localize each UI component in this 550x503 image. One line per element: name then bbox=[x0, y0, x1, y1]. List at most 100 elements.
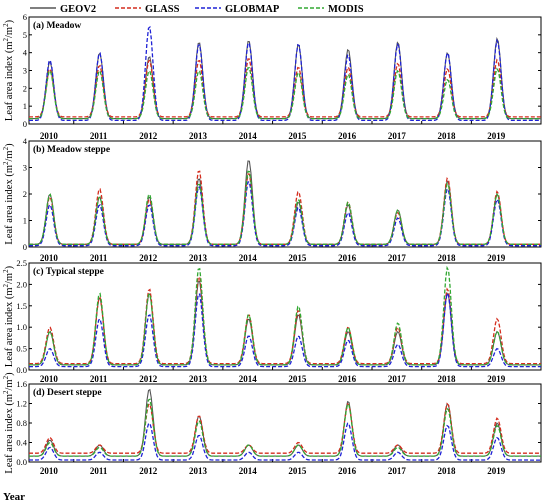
y-axis-label-part: Leaf area index (m bbox=[4, 288, 15, 368]
series-line-modis bbox=[29, 398, 541, 457]
y-tick-label: 2 bbox=[23, 83, 27, 93]
y-tick-label: 1.5 bbox=[16, 301, 27, 311]
panel-4: 0.0 0.4 0.8 1.2 1.6 2010 2011 2012 2013 2014 2015 2… bbox=[16, 379, 542, 476]
x-tick-label: 2013 bbox=[189, 374, 208, 384]
x-tick-label: 2017 bbox=[388, 374, 407, 384]
x-tick-label: 2010 bbox=[40, 466, 59, 476]
y-axis-label-part: /m bbox=[4, 273, 15, 284]
series-line-glass bbox=[29, 402, 541, 454]
y-tick-label: 1.6 bbox=[16, 379, 27, 389]
y-tick-label: 3 bbox=[23, 163, 27, 173]
legend-entry-glass: GLASS bbox=[115, 4, 180, 15]
x-tick-label: 2012 bbox=[139, 466, 158, 476]
x-tick-label: 2012 bbox=[139, 374, 158, 384]
x-tick-label: 2015 bbox=[288, 131, 307, 141]
x-tick-label: 2013 bbox=[189, 466, 208, 476]
y-tick-label: 1.0 bbox=[16, 322, 27, 332]
y-axis-label: Leaf area index (m2/m2) bbox=[2, 19, 15, 121]
y-axis-label-superscript: 2 bbox=[2, 375, 10, 379]
x-tick-label: 2018 bbox=[438, 374, 457, 384]
x-axis-label: Year bbox=[3, 491, 25, 503]
y-tick-label: 0 bbox=[23, 119, 27, 129]
y-tick-label: 2.0 bbox=[16, 279, 27, 289]
panel-title: (d) Desert steppe bbox=[33, 387, 102, 398]
y-axis-label-part: ) bbox=[4, 372, 15, 376]
y-axis-label-superscript: 2 bbox=[2, 390, 10, 394]
series-line-globmap bbox=[29, 291, 541, 368]
legend-entry-geov2: GEOV2 bbox=[30, 4, 96, 15]
x-tick-label: 2018 bbox=[438, 131, 457, 141]
x-tick-label: 2016 bbox=[338, 374, 357, 384]
x-tick-label: 2019 bbox=[487, 466, 506, 476]
x-tick-label: 2010 bbox=[40, 131, 59, 141]
x-tick-label: 2017 bbox=[388, 253, 407, 263]
y-tick-label: 5 bbox=[23, 30, 27, 40]
y-axis-label-part: /m bbox=[4, 27, 15, 38]
x-tick-label: 2011 bbox=[90, 253, 108, 263]
panel-1: 0 1 2 3 4 5 6 2010 2011 2012 2013 2014 2015 2016 2017 2… bbox=[23, 12, 542, 141]
y-tick-label: 0 bbox=[23, 242, 27, 252]
x-tick-label: 2019 bbox=[487, 131, 506, 141]
legend-entry-modis: MODIS bbox=[298, 4, 364, 15]
legend-entry-globmap: GLOBMAP bbox=[195, 4, 280, 15]
x-tick-label: 2017 bbox=[388, 131, 407, 141]
y-axis-label-part: /m bbox=[4, 379, 15, 390]
legend-label: MODIS bbox=[328, 4, 364, 15]
y-axis-label-part: ) bbox=[4, 143, 15, 147]
panel-3: 0.0 0.5 1.0 1.5 2.0 2.5 2010 2011 2012 2013 2014 20… bbox=[16, 258, 542, 384]
x-tick-label: 2011 bbox=[90, 374, 108, 384]
y-tick-label: 0.0 bbox=[16, 365, 27, 375]
panel-title: (c) Typical steppe bbox=[33, 266, 104, 277]
legend-label: GEOV2 bbox=[60, 4, 96, 15]
x-tick-label: 2014 bbox=[239, 131, 258, 141]
x-tick-label: 2014 bbox=[239, 374, 258, 384]
y-tick-label: 1 bbox=[23, 216, 27, 226]
y-axis-label-part: /m bbox=[4, 150, 15, 161]
x-tick-label: 2018 bbox=[438, 466, 457, 476]
y-axis-label-part: ) bbox=[4, 265, 15, 269]
series-line-globmap bbox=[29, 422, 541, 461]
legend-label: GLOBMAP bbox=[225, 4, 280, 15]
legend: GEOV2 GLASS GLOBMAP MODIS bbox=[30, 4, 364, 15]
y-tick-label: 4 bbox=[23, 136, 28, 146]
x-tick-label: 2018 bbox=[438, 253, 457, 263]
x-tick-label: 2012 bbox=[139, 253, 158, 263]
series-line-modis bbox=[29, 170, 541, 245]
y-tick-label: 2 bbox=[23, 189, 27, 199]
y-axis-label: Leaf area index (m2/m2) bbox=[2, 372, 15, 474]
y-tick-label: 0.8 bbox=[16, 418, 27, 428]
y-axis-label-part: Leaf area index (m bbox=[4, 165, 15, 245]
series-line-glass bbox=[29, 58, 541, 118]
y-tick-label: 4 bbox=[23, 48, 28, 58]
series-line-modis bbox=[29, 67, 541, 120]
panel-title: (b) Meadow steppe bbox=[33, 144, 110, 155]
y-tick-label: 2.5 bbox=[16, 258, 27, 268]
y-tick-label: 6 bbox=[23, 12, 27, 22]
x-tick-label: 2014 bbox=[239, 253, 258, 263]
x-tick-label: 2011 bbox=[90, 466, 108, 476]
x-tick-label: 2016 bbox=[338, 253, 357, 263]
x-tick-label: 2013 bbox=[189, 131, 208, 141]
x-tick-label: 2015 bbox=[288, 466, 307, 476]
plot-frame bbox=[28, 262, 542, 371]
y-tick-label: 1 bbox=[23, 101, 27, 111]
series-line-geov2 bbox=[29, 388, 541, 457]
y-axis-label-part: Leaf area index (m bbox=[4, 394, 15, 474]
y-axis-label-superscript: 2 bbox=[2, 23, 10, 27]
x-tick-label: 2013 bbox=[189, 253, 208, 263]
x-tick-label: 2010 bbox=[40, 374, 59, 384]
y-axis-label-superscript: 2 bbox=[2, 38, 10, 42]
series-line-globmap bbox=[29, 181, 541, 247]
x-tick-label: 2015 bbox=[288, 253, 307, 263]
y-axis-label-superscript: 2 bbox=[2, 146, 10, 150]
x-tick-label: 2019 bbox=[487, 374, 506, 384]
y-axis-label-part: ) bbox=[4, 19, 15, 23]
x-tick-label: 2012 bbox=[139, 131, 158, 141]
y-tick-label: 0.5 bbox=[16, 344, 27, 354]
y-tick-label: 0.0 bbox=[16, 457, 27, 467]
x-tick-label: 2014 bbox=[239, 466, 258, 476]
y-axis-label-part: Leaf area index (m bbox=[4, 42, 15, 122]
x-tick-label: 2019 bbox=[487, 253, 506, 263]
